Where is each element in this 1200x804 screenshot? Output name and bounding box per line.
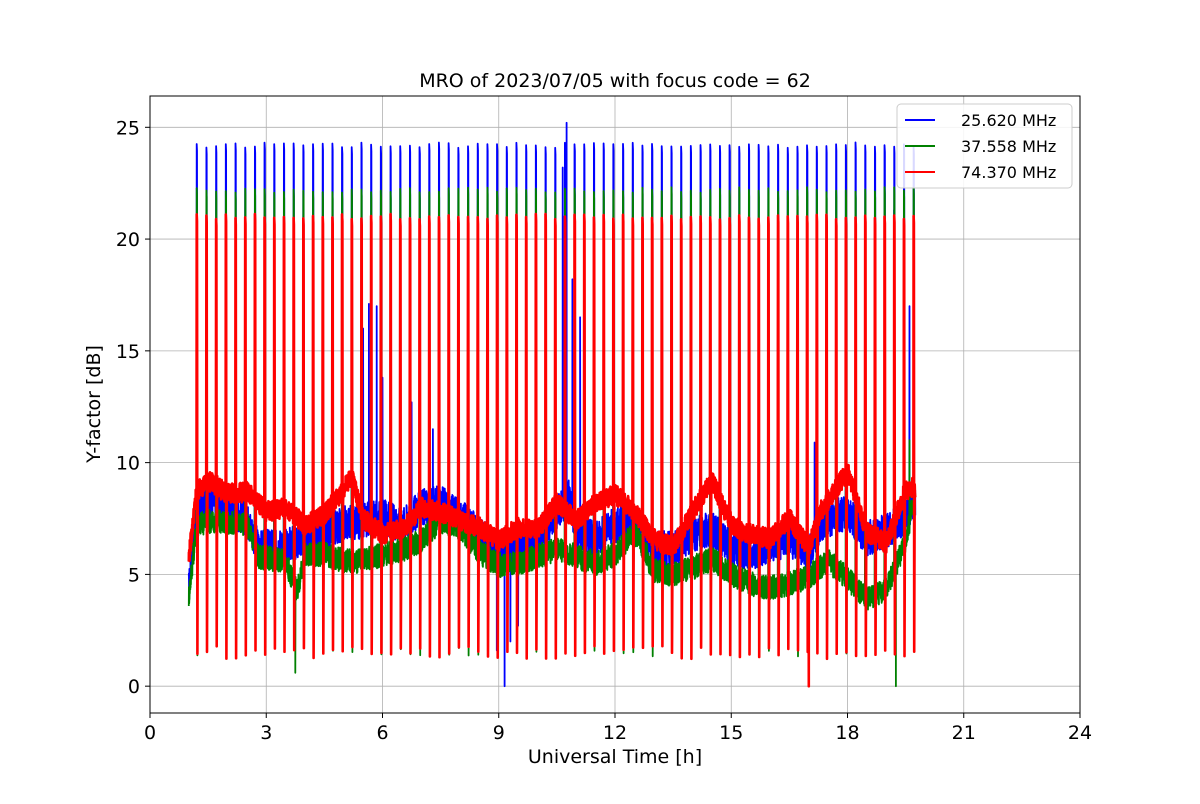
y-axis-label: Y-factor [dB] (83, 345, 105, 464)
series-layer (187, 121, 917, 688)
chart-title: MRO of 2023/07/05 with focus code = 62 (419, 70, 811, 92)
x-tick-label: 24 (1068, 722, 1092, 744)
x-axis-label: Universal Time [h] (528, 746, 702, 768)
y-tick-label: 25 (116, 117, 140, 139)
series-line-3 (187, 212, 917, 688)
x-tick-label: 12 (603, 722, 627, 744)
y-tick-label: 20 (116, 229, 140, 251)
y-tick-label: 10 (116, 453, 140, 475)
y-tick-label: 0 (128, 676, 140, 698)
x-tick-label: 3 (260, 722, 272, 744)
y-tick-label: 15 (116, 341, 140, 363)
x-tick-label: 6 (376, 722, 388, 744)
series-line-2 (187, 186, 917, 688)
legend-label: 25.620 MHz (961, 111, 1056, 130)
x-tick-label: 9 (493, 722, 505, 744)
x-tick-label: 15 (719, 722, 743, 744)
x-tick-label: 0 (144, 722, 156, 744)
legend-label: 74.370 MHz (961, 163, 1056, 182)
y-tick-label: 5 (128, 564, 140, 586)
legend: 25.620 MHz 37.558 MHz 74.370 MHz (896, 103, 1073, 189)
x-tick-label: 18 (835, 722, 859, 744)
legend-box (896, 103, 1073, 189)
ticks: 0 3 6 9 12 15 18 21 24 0 5 10 15 20 25 (116, 117, 1092, 744)
legend-label: 37.558 MHz (961, 137, 1056, 156)
x-tick-label: 21 (952, 722, 976, 744)
